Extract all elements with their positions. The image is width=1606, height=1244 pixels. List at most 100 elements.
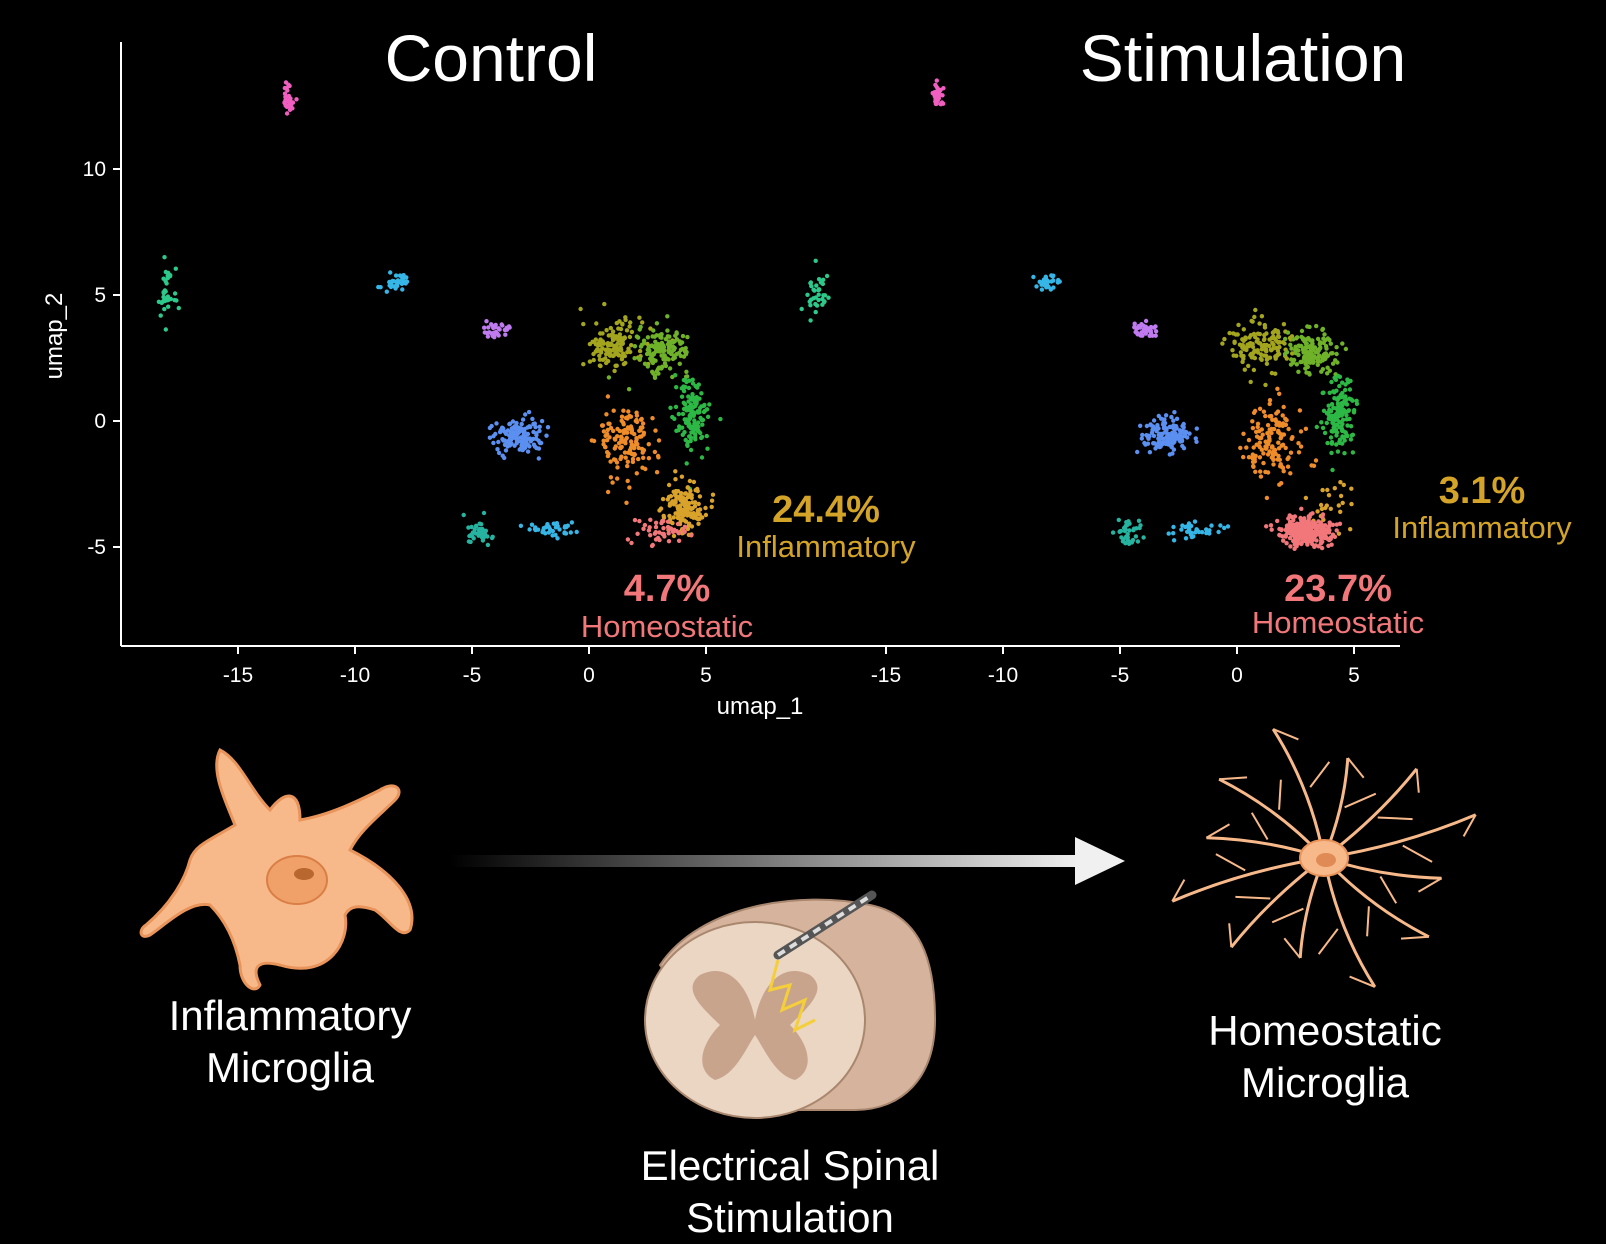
scatter-point: [632, 356, 637, 361]
scatter-point: [1143, 324, 1149, 329]
scatter-point: [518, 426, 524, 431]
scatter-point: [1326, 493, 1332, 498]
scatter-point: [1328, 341, 1334, 346]
scatter-point: [646, 456, 652, 461]
scatter-point: [1135, 449, 1140, 455]
scatter-point: [587, 359, 593, 364]
scatter-point: [1162, 420, 1168, 426]
scatter-point: [1329, 402, 1335, 407]
scatter-point: [1240, 337, 1245, 342]
scatter-point: [1269, 370, 1275, 376]
scatter-point: [531, 436, 536, 442]
scatter-point: [1250, 452, 1256, 457]
y-tick-label: 0: [94, 410, 106, 433]
scatter-point: [1251, 445, 1256, 450]
scatter-point: [1348, 437, 1354, 442]
scatter-point: [679, 495, 685, 500]
scatter-point: [284, 111, 290, 116]
scatter-point: [1274, 411, 1279, 416]
scatter-point: [636, 456, 641, 462]
scatter-point: [637, 348, 643, 354]
scatter-point: [581, 362, 586, 367]
scatter-point: [1138, 423, 1143, 428]
scatter-point: [688, 488, 693, 494]
scatter-point: [1163, 413, 1169, 418]
scatter-point: [1191, 534, 1196, 539]
scatter-point: [1314, 538, 1319, 543]
scatter-point: [1261, 451, 1266, 456]
scatter-point: [1310, 347, 1316, 352]
scatter-point: [676, 506, 682, 511]
scatter-point: [1305, 532, 1310, 537]
scatter-point: [709, 504, 714, 510]
scatter-point: [1261, 409, 1267, 414]
scatter-point: [695, 488, 700, 494]
scatter-point: [1337, 383, 1342, 389]
scatter-point: [1326, 403, 1331, 408]
scatter-point: [1335, 401, 1341, 406]
scatter-point: [1164, 426, 1169, 431]
spinal-cord-icon: [644, 890, 937, 1119]
scatter-point: [1204, 530, 1209, 536]
scatter-point: [1142, 440, 1147, 446]
scatter-point: [603, 356, 608, 361]
scatter-point: [1246, 363, 1251, 369]
scatter-point: [619, 338, 624, 343]
x-tick-label: -15: [871, 664, 901, 687]
scatter-point: [1289, 526, 1294, 531]
scatter-point: [1302, 524, 1307, 530]
scatter-point: [1351, 410, 1357, 415]
scatter-point: [1306, 337, 1312, 342]
scatter-point: [699, 435, 704, 441]
scatter-point: [1279, 464, 1284, 469]
scatter-point: [1315, 509, 1320, 514]
scatter-point: [1171, 524, 1176, 530]
scatter-point: [686, 504, 691, 509]
scatter-point: [686, 385, 692, 391]
scatter-point: [653, 349, 659, 354]
scatter-point: [1323, 523, 1328, 528]
scatter-point: [1260, 432, 1265, 437]
scatter-point: [1280, 340, 1286, 345]
microglia-branch: [1235, 895, 1271, 900]
scatter-point: [1166, 442, 1171, 447]
scatter-point: [1328, 351, 1334, 356]
scatter-point: [637, 327, 642, 332]
scatter-point: [676, 411, 681, 417]
scatter-point: [1132, 321, 1137, 326]
scatter-point: [1250, 425, 1256, 431]
scatter-point: [689, 495, 694, 501]
scatter-point: [674, 385, 679, 390]
scatter-point: [1258, 474, 1264, 479]
scatter-point: [1279, 481, 1284, 486]
scatter-point: [1330, 361, 1336, 366]
scatter-point: [1336, 503, 1342, 508]
scatter-point: [491, 332, 496, 337]
scatter-point: [1252, 314, 1257, 320]
scatter-point: [484, 319, 489, 324]
scatter-point: [497, 327, 502, 332]
scatter-point: [1291, 538, 1296, 544]
scatter-point: [1150, 427, 1156, 432]
scatter-point: [1303, 495, 1309, 501]
scatter-point: [704, 407, 710, 412]
scatter-point: [1253, 469, 1258, 474]
scatter-point: [1248, 379, 1253, 385]
scatter-point: [1137, 525, 1142, 531]
scatter-point: [1296, 450, 1302, 455]
scatter-point: [1123, 523, 1128, 529]
scatter-point: [697, 396, 702, 401]
scatter-point: [1286, 426, 1291, 432]
scatter-point: [1186, 521, 1192, 526]
scatter-point: [618, 347, 623, 352]
scatter-point: [635, 531, 640, 536]
scatter-point: [1264, 357, 1270, 362]
scatter-point: [1288, 544, 1293, 549]
scatter-point: [1336, 405, 1341, 410]
electrode-contacts: [776, 893, 874, 957]
scatter-point: [653, 358, 658, 363]
scatter-point: [685, 334, 690, 340]
scatter-point: [623, 360, 628, 366]
scatter-point: [541, 526, 546, 531]
scatter-point: [537, 424, 542, 429]
